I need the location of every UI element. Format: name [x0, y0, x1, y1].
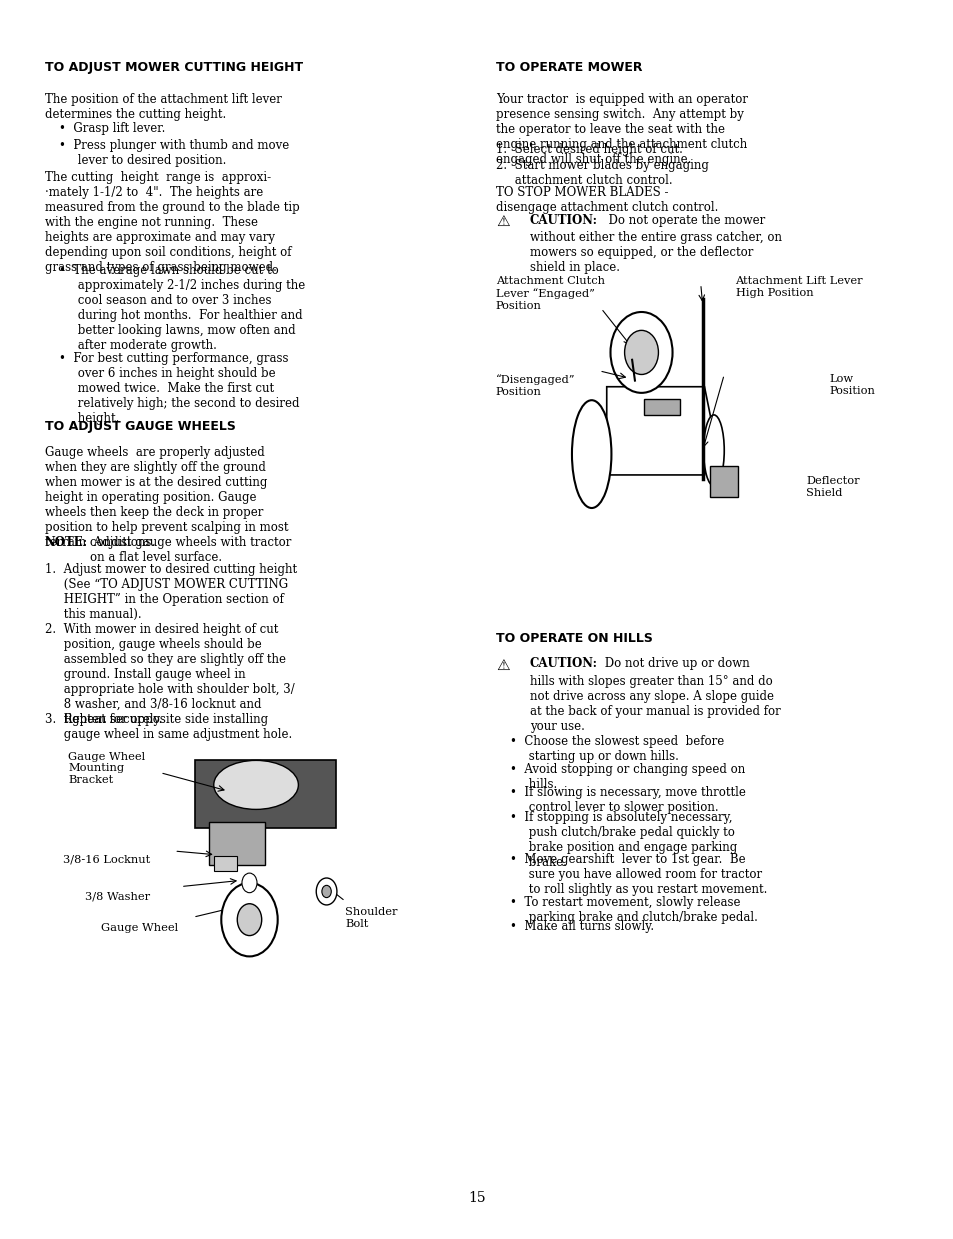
- Text: CAUTION:: CAUTION:: [529, 658, 597, 670]
- Circle shape: [242, 873, 256, 893]
- Text: •  To restart movement, slowly release
     parking brake and clutch/brake pedal: • To restart movement, slowly release pa…: [509, 896, 757, 924]
- Text: Attachment Lift Lever
High Position: Attachment Lift Lever High Position: [735, 276, 862, 299]
- Text: •  Grasp lift lever.: • Grasp lift lever.: [58, 123, 165, 135]
- Text: 15: 15: [468, 1191, 485, 1206]
- Bar: [213, 856, 237, 871]
- Circle shape: [237, 903, 261, 935]
- Text: •  Avoid stopping or changing speed on
     hills.: • Avoid stopping or changing speed on hi…: [509, 763, 744, 790]
- Text: •  Move gearshift  lever to 1st gear.  Be
     sure you have allowed room for tr: • Move gearshift lever to 1st gear. Be s…: [509, 854, 766, 897]
- Text: Gauge Wheel: Gauge Wheel: [101, 923, 178, 933]
- Text: •  Choose the slowest speed  before
     starting up or down hills.: • Choose the slowest speed before starti…: [509, 735, 723, 763]
- Text: Gauge Wheel
Mounting
Bracket: Gauge Wheel Mounting Bracket: [68, 752, 145, 786]
- Text: 2.  With mower in desired height of cut
     position, gauge wheels should be
  : 2. With mower in desired height of cut p…: [45, 623, 294, 726]
- Text: 1.  Adjust mower to desired cutting height
     (See “TO ADJUST MOWER CUTTING
  : 1. Adjust mower to desired cutting heigh…: [45, 564, 296, 621]
- Ellipse shape: [702, 415, 723, 486]
- Bar: [709, 466, 738, 497]
- Text: Adjust gauge wheels with tractor
on a flat level surface.: Adjust gauge wheels with tractor on a fl…: [90, 536, 291, 564]
- Text: TO STOP MOWER BLADES -
disengage attachment clutch control.: TO STOP MOWER BLADES - disengage attachm…: [496, 186, 718, 214]
- Text: 3/8-16 Locknut: 3/8-16 Locknut: [63, 855, 151, 865]
- Text: Do not drive up or down: Do not drive up or down: [600, 658, 749, 670]
- Polygon shape: [606, 387, 713, 475]
- Text: TO ADJUST MOWER CUTTING HEIGHT: TO ADJUST MOWER CUTTING HEIGHT: [45, 61, 302, 74]
- Text: 1.  Select desired height of cut.: 1. Select desired height of cut.: [496, 142, 682, 156]
- Text: 3/8 Washer: 3/8 Washer: [85, 892, 150, 902]
- Text: 2.  Start mower blades by engaging
     attachment clutch control.: 2. Start mower blades by engaging attach…: [496, 159, 708, 187]
- Text: CAUTION:: CAUTION:: [529, 214, 597, 227]
- Circle shape: [315, 878, 336, 904]
- Text: Low
Position: Low Position: [829, 374, 875, 396]
- Text: •  If slowing is necessary, move throttle
     control lever to slower position.: • If slowing is necessary, move throttle…: [509, 786, 745, 814]
- Circle shape: [624, 331, 658, 374]
- Text: Deflector
Shield: Deflector Shield: [805, 476, 859, 498]
- Text: TO OPERATE MOWER: TO OPERATE MOWER: [496, 61, 641, 74]
- Text: TO OPERATE ON HILLS: TO OPERATE ON HILLS: [496, 632, 652, 644]
- Text: TO ADJUST GAUGE WHEELS: TO ADJUST GAUGE WHEELS: [45, 420, 235, 432]
- Circle shape: [610, 312, 672, 393]
- Text: 3.  Repeat for opposite side installing
     gauge wheel in same adjustment hole: 3. Repeat for opposite side installing g…: [45, 712, 292, 741]
- Text: •  The average lawn should be cut to
     approximately 2-1/2 inches during the
: • The average lawn should be cut to appr…: [58, 264, 305, 352]
- Bar: [209, 821, 265, 865]
- Ellipse shape: [213, 761, 298, 809]
- Bar: [194, 761, 335, 828]
- Bar: [643, 399, 679, 415]
- Ellipse shape: [572, 400, 611, 508]
- Text: NOTE:: NOTE:: [45, 536, 88, 549]
- Text: Shoulder
Bolt: Shoulder Bolt: [345, 907, 397, 929]
- Text: The position of the attachment lift lever
determines the cutting height.: The position of the attachment lift leve…: [45, 93, 281, 120]
- Text: •  For best cutting performance, grass
     over 6 inches in height should be
  : • For best cutting performance, grass ov…: [58, 352, 299, 425]
- Text: ⚠: ⚠: [496, 214, 509, 229]
- Text: •  If stopping is absolutely necessary,
     push clutch/brake pedal quickly to
: • If stopping is absolutely necessary, p…: [509, 810, 737, 869]
- Text: without either the entire grass catcher, on
mowers so equipped, or the deflector: without either the entire grass catcher,…: [529, 232, 781, 274]
- Text: •  Press plunger with thumb and move
     lever to desired position.: • Press plunger with thumb and move leve…: [58, 139, 289, 167]
- Text: ⚠: ⚠: [496, 658, 509, 673]
- Text: hills with slopes greater than 15° and do
not drive across any slope. A slope gu: hills with slopes greater than 15° and d…: [529, 674, 780, 732]
- Text: Your tractor  is equipped with an operator
presence sensing switch.  Any attempt: Your tractor is equipped with an operato…: [496, 93, 747, 166]
- Text: “Disengaged”
Position: “Disengaged” Position: [496, 374, 575, 396]
- Text: Gauge wheels  are properly adjusted
when they are slightly off the ground
when m: Gauge wheels are properly adjusted when …: [45, 446, 288, 549]
- Circle shape: [321, 886, 331, 897]
- Text: The cutting  height  range is  approxi-
·mately 1-1/2 to  4".  The heights are
m: The cutting height range is approxi- ·ma…: [45, 171, 299, 274]
- Circle shape: [221, 883, 277, 957]
- Text: •  Make all turns slowly.: • Make all turns slowly.: [509, 919, 654, 933]
- Text: Do not operate the mower: Do not operate the mower: [600, 214, 764, 227]
- Text: Attachment Clutch
Lever “Engaged”
Position: Attachment Clutch Lever “Engaged” Positi…: [496, 276, 604, 311]
